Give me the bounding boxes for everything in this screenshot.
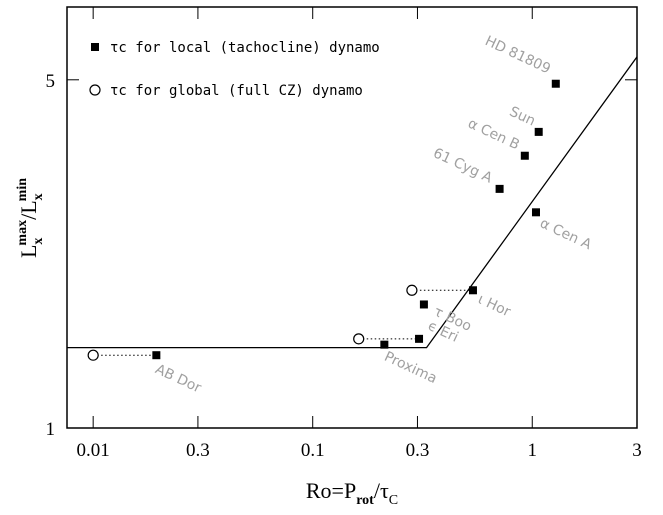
x-label-part: rot (356, 493, 374, 508)
x-label-part: /τ (374, 478, 389, 503)
data-point (419, 300, 428, 309)
x-tick-label: 1 (528, 440, 538, 461)
star-label: HD 81809 (482, 33, 552, 77)
data-point (353, 333, 365, 345)
star-label: α Cen A (537, 215, 594, 253)
x-tick-label: 0.3 (186, 440, 210, 461)
data-point (531, 208, 540, 217)
data-point (87, 349, 99, 361)
x-label-part: Ro=P (306, 478, 356, 503)
data-point (495, 184, 504, 193)
data-point (551, 79, 560, 88)
fit-line (67, 56, 638, 349)
x-tick-label: 3 (632, 440, 642, 461)
y-label-part: x (31, 193, 46, 200)
x-axis-label: Ro=Prot/τC (306, 478, 398, 508)
y-label-part: max (15, 220, 30, 246)
y-axis-label: Lxmax/Lxmin (15, 178, 46, 258)
y-label-part: min (15, 178, 30, 202)
data-point (534, 127, 543, 136)
star-label: 61 Cyg A (431, 145, 495, 186)
x-tick-label: 0.01 (77, 440, 110, 461)
legend-label: τc for local (tachocline) dynamo (110, 40, 380, 56)
star-label: ι Hor (475, 291, 513, 320)
star-label: AB Dor (153, 361, 204, 396)
x-tick-label: 0.1 (301, 440, 325, 461)
star-label: Proxima (382, 349, 440, 387)
y-label-part: x (31, 238, 46, 245)
y-label-part: L (16, 245, 41, 258)
legend-marker (91, 43, 99, 51)
data-point (380, 340, 389, 349)
x-tick-label: 0.3 (406, 440, 430, 461)
y-label-part: /L (16, 200, 41, 220)
data-point (468, 286, 477, 295)
star-label: Sun (507, 104, 538, 130)
data-point (415, 334, 424, 343)
data-point (520, 151, 529, 160)
data-point (406, 284, 418, 296)
plot-frame (66, 6, 638, 429)
x-label-part: C (389, 493, 398, 508)
y-tick-label: 1 (46, 419, 56, 440)
data-point (152, 351, 161, 360)
legend-label: τc for global (full CZ) dynamo (110, 83, 363, 99)
y-tick-label: 5 (46, 71, 56, 92)
legend-marker (89, 84, 101, 96)
